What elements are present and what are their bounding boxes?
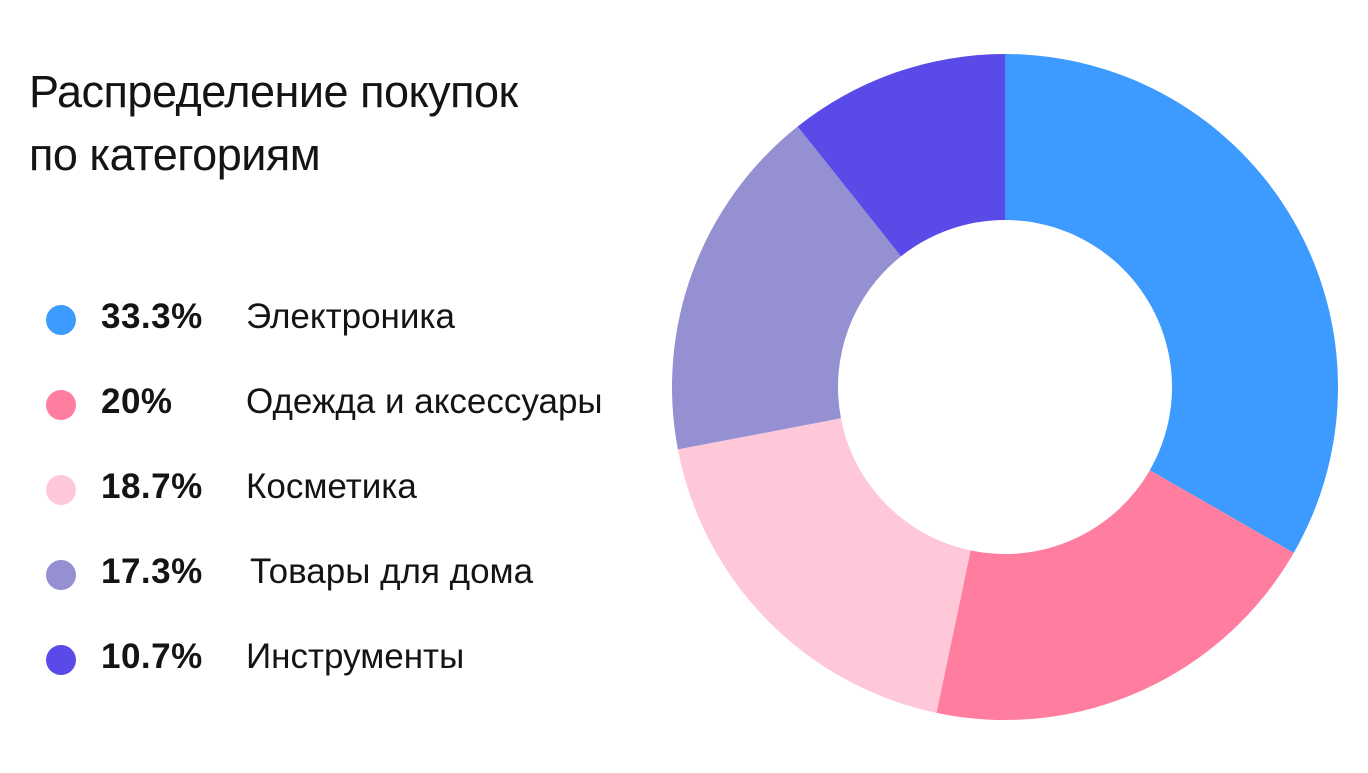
legend-item-cosmetics: 18.7% Косметика	[46, 461, 686, 546]
legend-percent: 33.3%	[101, 297, 203, 336]
legend-percent: 17.3%	[101, 552, 203, 591]
legend-label: Электроника	[246, 297, 455, 336]
slice-home-goods	[671, 126, 901, 450]
slice-clothing	[936, 470, 1294, 720]
legend-item-home-goods: 17.3% Товары для дома	[46, 546, 686, 631]
legend-item-tools: 10.7% Инструменты	[46, 631, 686, 716]
legend-dot-icon	[46, 560, 76, 590]
legend-dot-icon	[46, 305, 76, 335]
legend-label: Товары для дома	[250, 552, 534, 591]
legend-item-clothing: 20% Одежда и аксессуары	[46, 376, 686, 461]
legend-item-electronics: 33.3% Электроника	[46, 291, 686, 376]
legend-dot-icon	[46, 390, 76, 420]
legend-label: Одежда и аксессуары	[246, 382, 603, 421]
legend: 33.3% Электроника 20% Одежда и аксессуар…	[46, 291, 686, 716]
slice-electronics	[1005, 54, 1338, 553]
legend-percent: 18.7%	[101, 467, 203, 506]
chart-title-line-2: по категориям	[29, 129, 321, 180]
slice-tools	[797, 54, 1005, 257]
legend-dot-icon	[46, 475, 76, 505]
slice-cosmetics	[677, 418, 971, 713]
legend-percent: 20%	[101, 382, 173, 421]
chart-title-line-1: Распределение покупок	[29, 66, 518, 117]
legend-label: Косметика	[246, 467, 417, 506]
legend-label: Инструменты	[246, 637, 465, 676]
legend-percent: 10.7%	[101, 637, 203, 676]
legend-dot-icon	[46, 645, 76, 675]
chart-title: Распределение покупок по категориям	[29, 60, 669, 186]
